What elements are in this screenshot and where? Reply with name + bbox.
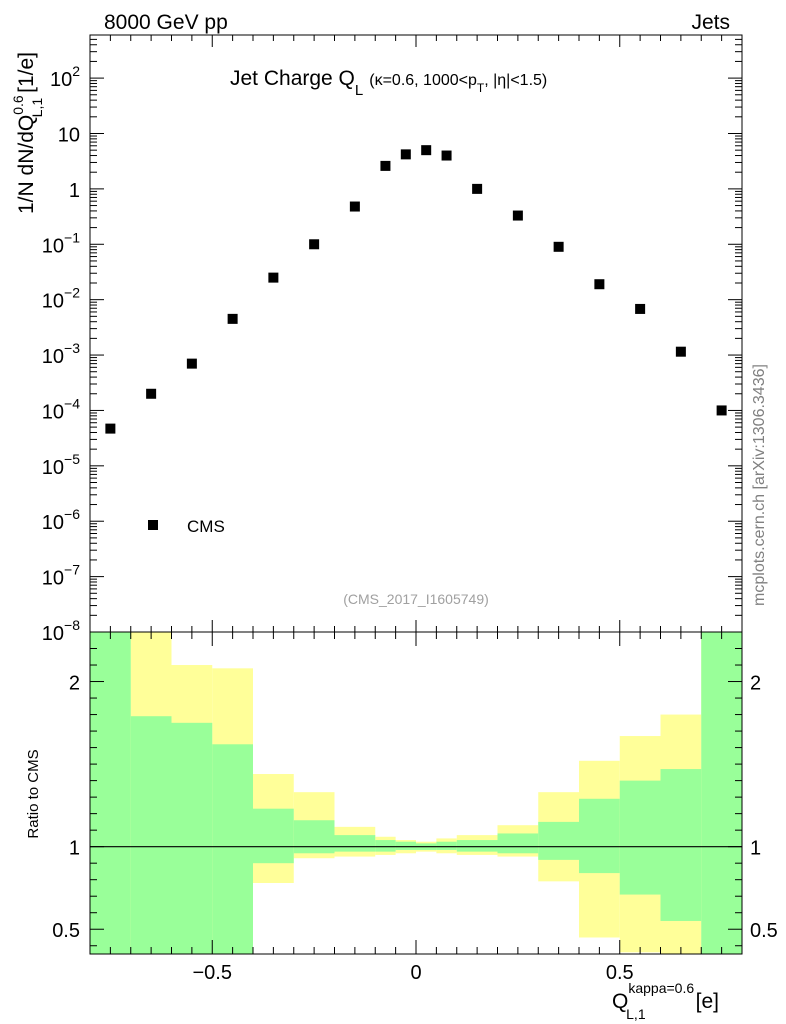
main-y-tick-label: 10−8 <box>42 617 80 645</box>
data-point <box>594 279 605 290</box>
main-y-tick-label: 10−5 <box>42 451 80 479</box>
inner-band-bin <box>497 833 539 854</box>
ratio-y-tick-label-right: 1 <box>750 838 761 860</box>
inner-band-bin <box>579 798 620 874</box>
ratio-y-tick-label-left: 0.5 <box>52 920 80 942</box>
inner-band-bin <box>660 769 702 921</box>
inner-band-bin <box>395 841 416 850</box>
data-point <box>186 358 197 369</box>
process-label: Jets <box>691 11 730 34</box>
ratio-uncertainty-bands <box>90 632 742 954</box>
data-point <box>309 239 320 250</box>
x-axis-label: Qkappa=0.6 L,1[e] <box>612 980 719 1022</box>
ratio-y-tick-label-right: 0.5 <box>750 920 778 942</box>
inner-band-bin <box>253 808 294 864</box>
ratio-y-tick-label-right: 2 <box>750 673 761 695</box>
data-point <box>421 145 432 156</box>
data-point <box>441 150 452 161</box>
inner-band-bin <box>130 716 172 954</box>
main-y-axis-label: 1/N dN/dQ0.6 L,1[1/e] <box>10 52 45 214</box>
inner-band-bin <box>212 744 253 954</box>
inner-band-bin <box>436 841 457 850</box>
x-tick-label: 0.5 <box>606 962 634 984</box>
data-point <box>349 201 360 212</box>
data-point <box>380 160 391 171</box>
main-y-tick-label: 10−1 <box>42 229 80 257</box>
data-point <box>472 183 483 194</box>
main-panel: 102 10 1 10−1 10−2 10−3 10−4 10−5 10−6 10−7 10−8 J… <box>10 34 743 645</box>
data-point <box>512 210 523 221</box>
main-plot-frame <box>89 34 743 633</box>
main-y-tick-label: 10−6 <box>42 506 80 534</box>
ratio-y-tick-label-left: 2 <box>69 673 80 695</box>
analysis-watermark: (CMS_2017_I1605749) <box>343 591 489 607</box>
ratio-tick-labels: 0.5 0.5 1 1 2 2 −0.5 0 0.5 <box>52 673 778 984</box>
ratio-plot-frame <box>89 631 743 955</box>
legend: CMS <box>148 517 225 536</box>
data-point <box>716 405 727 416</box>
mcplots-side-label: mcplots.cern.ch [arXiv:1306.3436] <box>751 364 768 606</box>
ratio-y-tick-label-left: 1 <box>69 838 80 860</box>
ratio-axis-ticks <box>89 631 743 954</box>
data-point <box>553 241 564 252</box>
inner-band-bin <box>701 632 742 954</box>
main-y-tick-label: 10 <box>58 124 80 146</box>
main-axis-ticks <box>89 34 743 633</box>
main-y-tick-label: 10−7 <box>42 562 80 590</box>
ratio-panel: 0.5 0.5 1 1 2 2 −0.5 0 0.5 Ratio to CMS Qkappa=0… <box>25 631 778 1022</box>
main-y-tick-label: 10−4 <box>42 395 80 423</box>
inner-band-bin <box>375 840 396 852</box>
inner-band-bin <box>538 821 579 860</box>
main-y-tick-label: 102 <box>50 63 80 91</box>
cms-data-points <box>105 145 727 434</box>
data-point <box>105 423 116 434</box>
main-y-tick-labels: 102 10 1 10−1 10−2 10−3 10−4 10−5 10−6 10−7 10−8 <box>42 63 80 645</box>
inner-band-bin <box>171 722 213 954</box>
x-tick-label: 0 <box>410 962 421 984</box>
main-y-tick-label: 10−3 <box>42 340 80 368</box>
inner-band-bin <box>293 820 335 854</box>
data-point <box>268 272 279 283</box>
x-tick-label: −0.5 <box>193 962 232 984</box>
inner-band-bin <box>334 835 376 852</box>
data-point <box>400 149 411 160</box>
chart-title: Jet Charge QL(κ=0.6, 1000<pT, |η|<1.5) <box>230 67 547 99</box>
ratio-y-axis-label: Ratio to CMS <box>25 749 42 838</box>
data-point <box>675 346 686 357</box>
data-point <box>227 313 238 324</box>
data-point <box>146 388 157 399</box>
legend-label-cms: CMS <box>187 517 225 536</box>
legend-marker-cms <box>148 520 158 530</box>
main-y-tick-label: 1 <box>69 180 80 202</box>
inner-band-bin <box>456 840 498 852</box>
inner-band-bin <box>90 632 131 954</box>
data-point <box>635 303 646 314</box>
energy-label: 8000 GeV pp <box>104 11 228 34</box>
inner-band-bin <box>619 780 661 895</box>
main-y-tick-label: 10−2 <box>42 285 80 313</box>
